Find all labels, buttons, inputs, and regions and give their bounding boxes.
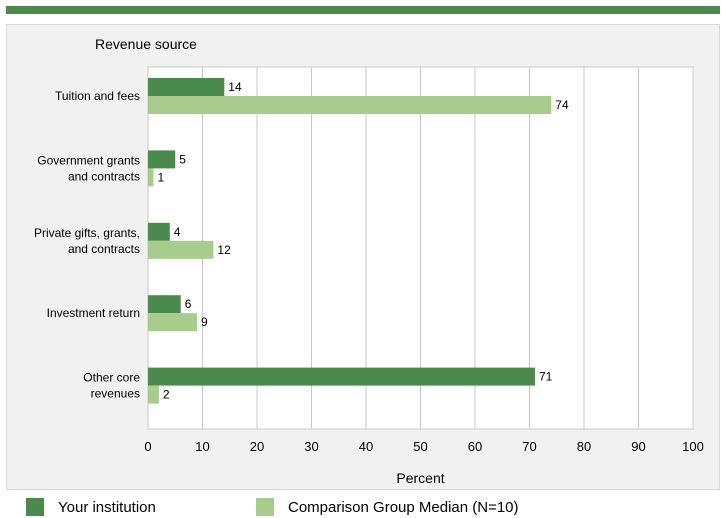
x-tick-label: 40 xyxy=(359,439,373,454)
legend-label-your-institution: Your institution xyxy=(58,498,156,516)
bar-your-institution xyxy=(148,367,535,386)
bar-comparison-group xyxy=(148,385,159,404)
x-tick-label: 60 xyxy=(468,439,482,454)
bar-value-label: 9 xyxy=(201,315,208,329)
x-tick-labels: 0 10 20 30 40 50 60 70 80 90 100 xyxy=(144,439,703,454)
bar-value-label: 4 xyxy=(174,225,181,239)
bar-value-label: 2 xyxy=(163,388,170,402)
x-tick-label: 80 xyxy=(577,439,591,454)
bar-your-institution xyxy=(148,222,170,241)
x-axis-title: Percent xyxy=(396,470,444,486)
legend-swatch-your-institution xyxy=(26,498,44,516)
x-tick-label: 70 xyxy=(522,439,536,454)
category-labels: Tuition and fees Government grants and con… xyxy=(34,89,140,401)
bar-value-label: 71 xyxy=(539,370,553,384)
top-accent-bar xyxy=(6,6,720,14)
bar-comparison-group xyxy=(148,96,552,114)
bar-your-institution xyxy=(148,78,225,96)
x-tick-label: 20 xyxy=(250,439,264,454)
bar-value-label: 14 xyxy=(228,80,242,94)
bar-comparison-group xyxy=(148,168,154,187)
category-label: revenues xyxy=(91,387,140,401)
legend: Your institution Comparison Group Median… xyxy=(6,494,720,516)
x-tick-label: 10 xyxy=(195,439,209,454)
chart-panel: Revenue source 14 74 5 1 4 12 6 9 71 2 Tuition an… xyxy=(6,24,720,490)
category-label: and contracts xyxy=(68,169,140,183)
bar-value-label: 12 xyxy=(217,243,231,257)
category-label: Other core xyxy=(83,371,140,385)
legend-swatch-comparison-group xyxy=(256,498,274,516)
legend-label-comparison-group: Comparison Group Median (N=10) xyxy=(288,498,519,516)
bar-comparison-group xyxy=(148,313,198,332)
x-tick-label: 30 xyxy=(304,439,318,454)
x-tick-label: 100 xyxy=(682,439,704,454)
bar-value-label: 6 xyxy=(185,297,192,311)
category-label: Private gifts, grants, xyxy=(34,226,140,240)
bar-value-label: 1 xyxy=(157,170,164,184)
bar-your-institution xyxy=(148,150,176,169)
category-label: Investment return xyxy=(47,306,140,320)
bar-value-label: 74 xyxy=(555,98,569,112)
bar-your-institution xyxy=(148,295,181,314)
x-tick-label: 50 xyxy=(413,439,427,454)
y-axis-title: Revenue source xyxy=(95,36,197,52)
category-label: Government grants xyxy=(37,153,140,167)
x-tick-label: 0 xyxy=(144,439,151,454)
legend-item-your-institution: Your institution xyxy=(26,498,156,516)
category-label: Tuition and fees xyxy=(55,89,140,103)
legend-item-comparison-group: Comparison Group Median (N=10) xyxy=(256,498,519,516)
x-tick-label: 90 xyxy=(631,439,645,454)
category-label: and contracts xyxy=(68,242,140,256)
bar-comparison-group xyxy=(148,240,214,259)
bar-value-label: 5 xyxy=(179,152,186,166)
